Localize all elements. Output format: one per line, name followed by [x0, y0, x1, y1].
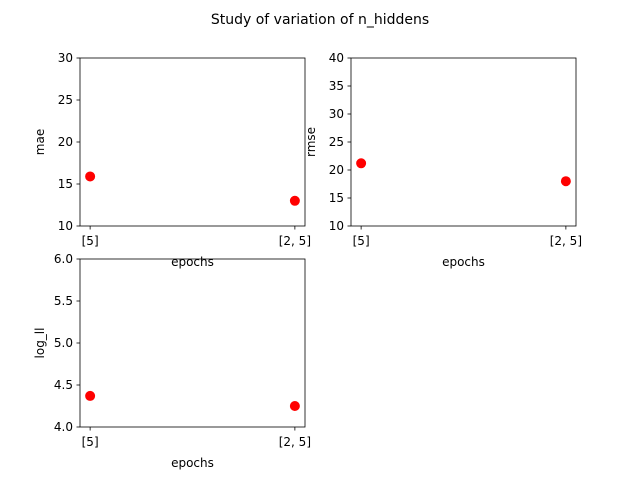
- y-tick-label: 20: [329, 163, 344, 177]
- y-tick-label: 20: [58, 135, 73, 149]
- data-point: [560, 176, 571, 187]
- y-tick-label: 4.0: [54, 420, 73, 434]
- x-axis-label: epochs: [442, 255, 485, 269]
- y-tick-label: 6.0: [54, 252, 73, 266]
- subplot-rmse: 10 15 20 25 30 35 40 [5] [2, 5] epochs rmse: [304, 51, 582, 269]
- data-point: [356, 158, 367, 169]
- figure-suptitle: Study of variation of n_hiddens: [211, 12, 429, 28]
- y-tick-label: 5.5: [54, 294, 73, 308]
- x-tick-label: [2, 5]: [550, 234, 582, 248]
- subplot-log-ll: 4.0 4.5 5.0 5.5 6.0 [5] [2, 5] epochs log_ll: [33, 252, 311, 470]
- x-tick-label: [2, 5]: [279, 435, 311, 449]
- y-tick-label: 15: [329, 191, 344, 205]
- x-tick-label: [2, 5]: [279, 234, 311, 248]
- y-tick-label: 4.5: [54, 378, 73, 392]
- y-tick-label: 10: [329, 219, 344, 233]
- axes-frame: [350, 57, 577, 227]
- y-tick-label: 35: [329, 79, 344, 93]
- x-tick-label: [5]: [82, 435, 99, 449]
- y-axis-label: mae: [33, 129, 47, 155]
- y-tick-label: 30: [329, 107, 344, 121]
- data-point: [85, 390, 96, 401]
- x-axis-label: epochs: [171, 456, 214, 470]
- y-tick-label: 25: [58, 93, 73, 107]
- axes-frame: [79, 57, 306, 227]
- y-tick-label: 5.0: [54, 336, 73, 350]
- y-axis-label: log_ll: [33, 328, 47, 359]
- x-axis-label: epochs: [171, 255, 214, 269]
- data-point: [289, 401, 300, 411]
- y-axis-label: rmse: [304, 127, 318, 157]
- axes-frame: [79, 258, 306, 428]
- data-point: [289, 195, 300, 206]
- x-tick-label: [5]: [82, 234, 99, 248]
- y-tick-label: 40: [329, 51, 344, 65]
- x-tick-label: [5]: [353, 234, 370, 248]
- subplot-mae: 10 15 20 25 30 [5] [2, 5] epochs mae: [33, 51, 311, 269]
- y-tick-label: 10: [58, 219, 73, 233]
- data-point: [85, 171, 96, 182]
- y-tick-label: 15: [58, 177, 73, 191]
- y-tick-label: 30: [58, 51, 73, 65]
- y-tick-label: 25: [329, 135, 344, 149]
